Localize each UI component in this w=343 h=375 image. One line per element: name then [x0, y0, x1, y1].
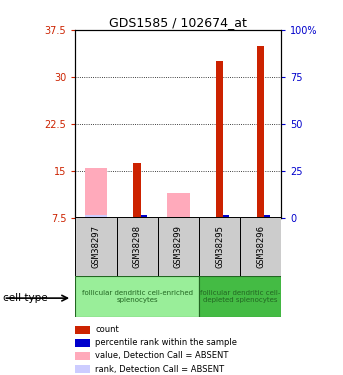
Text: GSM38298: GSM38298 — [133, 225, 142, 268]
Text: percentile rank within the sample: percentile rank within the sample — [95, 338, 237, 347]
Bar — [167, 192, 190, 217]
Bar — [133, 163, 141, 218]
Text: follicular dendritic cell-enriched
splenocytes: follicular dendritic cell-enriched splen… — [82, 290, 193, 303]
Bar — [199, 276, 281, 317]
Bar — [85, 215, 107, 217]
Bar — [75, 217, 117, 276]
Bar — [240, 217, 281, 276]
Bar — [141, 215, 147, 217]
Bar — [158, 217, 199, 276]
Text: GSM38295: GSM38295 — [215, 225, 224, 268]
Text: GSM38296: GSM38296 — [256, 225, 265, 268]
Bar — [75, 339, 90, 347]
Bar — [85, 168, 107, 217]
Bar — [199, 217, 240, 276]
Text: GSM38299: GSM38299 — [174, 225, 183, 268]
Bar — [117, 217, 158, 276]
Text: rank, Detection Call = ABSENT: rank, Detection Call = ABSENT — [95, 364, 224, 374]
Bar — [75, 365, 90, 373]
Text: count: count — [95, 326, 119, 334]
Bar — [75, 326, 90, 334]
Bar — [216, 61, 223, 217]
Bar — [75, 352, 90, 360]
Text: follicular dendritic cell-
depleted splenocytes: follicular dendritic cell- depleted sple… — [200, 290, 280, 303]
Text: value, Detection Call = ABSENT: value, Detection Call = ABSENT — [95, 351, 228, 360]
Title: GDS1585 / 102674_at: GDS1585 / 102674_at — [109, 16, 247, 29]
Text: cell type: cell type — [3, 293, 48, 303]
Text: GSM38297: GSM38297 — [92, 225, 100, 268]
Bar — [223, 215, 229, 217]
Bar — [257, 46, 264, 218]
Bar — [75, 276, 199, 317]
Bar — [264, 215, 270, 217]
